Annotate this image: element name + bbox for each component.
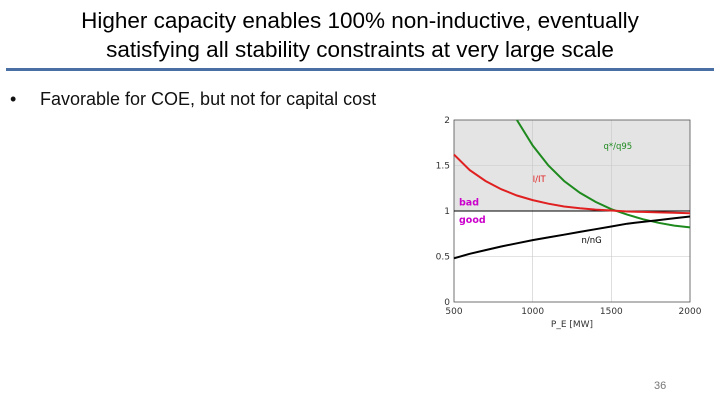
series-line-2 bbox=[453, 215, 691, 260]
bullet-marker: • bbox=[10, 89, 17, 109]
x-tick-label: 1000 bbox=[521, 307, 544, 317]
stability-chart: 500 1000 1500 2000 0 0.5 1 1.5 2 q*/q95 I/IT n/nG ba… bbox=[436, 116, 702, 330]
y-tick-label: 1 bbox=[444, 207, 450, 217]
x-tick-label: 500 bbox=[445, 307, 462, 317]
bullet-text: Favorable for COE, but not for capital c… bbox=[40, 89, 377, 109]
y-tick-label: 0.5 bbox=[436, 253, 450, 263]
series-label-n: n/nG bbox=[581, 236, 601, 246]
x-tick-label: 2000 bbox=[679, 307, 702, 317]
title-line-1: Higher capacity enables 100% non-inducti… bbox=[81, 8, 639, 33]
good-label: good bbox=[459, 215, 486, 226]
y-tick-label: 1.5 bbox=[436, 162, 450, 172]
title-line-2: satisfying all stability constraints at … bbox=[106, 37, 614, 62]
x-axis-label: P_E [MW] bbox=[551, 320, 593, 330]
series-label-q: q*/q95 bbox=[603, 142, 632, 152]
slide-title: Higher capacity enables 100% non-inducti… bbox=[0, 6, 720, 64]
bad-label: bad bbox=[459, 198, 479, 209]
x-tick-label: 1500 bbox=[600, 307, 623, 317]
y-tick-label: 0 bbox=[444, 298, 450, 308]
series-line-1 bbox=[453, 153, 691, 215]
series-line-0 bbox=[516, 119, 691, 229]
page-number: 36 bbox=[654, 380, 667, 392]
title-divider bbox=[6, 68, 714, 71]
y-tick-label: 2 bbox=[444, 116, 450, 126]
series-label-i: I/IT bbox=[533, 175, 547, 185]
